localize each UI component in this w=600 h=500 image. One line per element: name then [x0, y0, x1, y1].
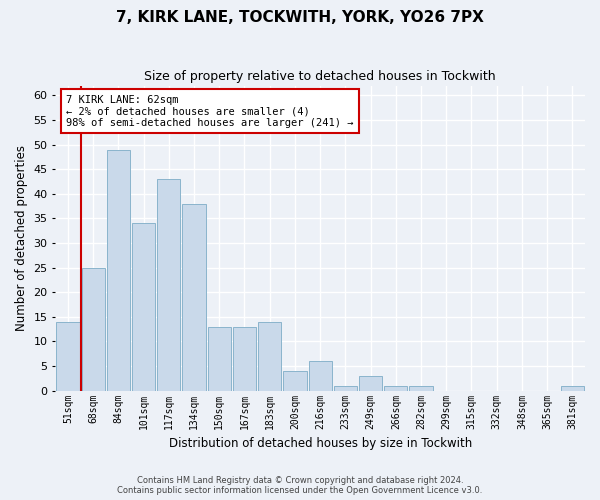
X-axis label: Distribution of detached houses by size in Tockwith: Distribution of detached houses by size …: [169, 437, 472, 450]
Text: 7 KIRK LANE: 62sqm
← 2% of detached houses are smaller (4)
98% of semi-detached : 7 KIRK LANE: 62sqm ← 2% of detached hous…: [66, 94, 353, 128]
Bar: [82, 268, 105, 390]
Bar: [233, 326, 256, 390]
Bar: [384, 386, 407, 390]
Text: Contains HM Land Registry data © Crown copyright and database right 2024.
Contai: Contains HM Land Registry data © Crown c…: [118, 476, 482, 495]
Bar: [107, 150, 130, 390]
Bar: [157, 179, 181, 390]
Bar: [56, 322, 80, 390]
Bar: [561, 386, 584, 390]
Bar: [334, 386, 357, 390]
Bar: [208, 326, 231, 390]
Bar: [182, 204, 206, 390]
Bar: [283, 371, 307, 390]
Bar: [359, 376, 382, 390]
Text: 7, KIRK LANE, TOCKWITH, YORK, YO26 7PX: 7, KIRK LANE, TOCKWITH, YORK, YO26 7PX: [116, 10, 484, 25]
Title: Size of property relative to detached houses in Tockwith: Size of property relative to detached ho…: [145, 70, 496, 83]
Bar: [258, 322, 281, 390]
Bar: [409, 386, 433, 390]
Bar: [132, 224, 155, 390]
Bar: [308, 361, 332, 390]
Y-axis label: Number of detached properties: Number of detached properties: [15, 145, 28, 331]
